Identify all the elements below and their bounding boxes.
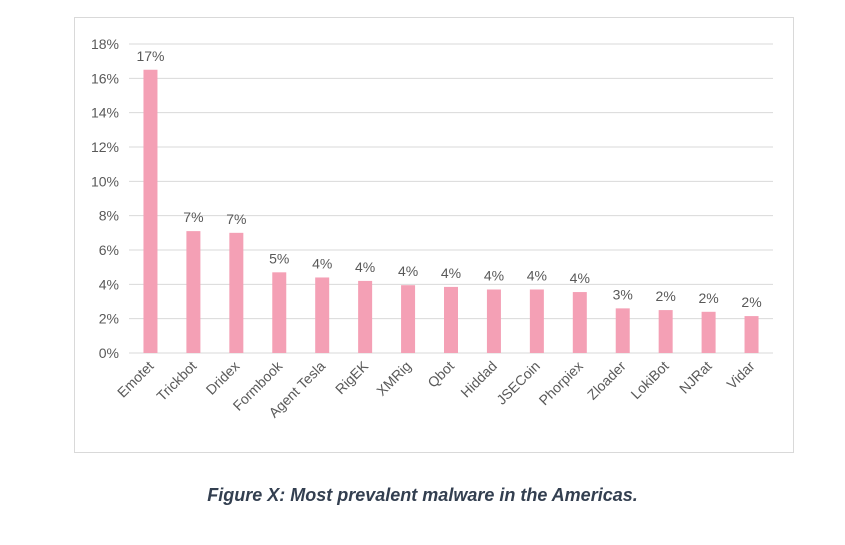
chart-frame: 0% 2% 4% 6% 8% 10% 12% 14% 16% 18% 17% Emotet 7% Tric… — [74, 17, 794, 453]
y-tick-label: 16% — [91, 70, 119, 86]
bar-chart: 0% 2% 4% 6% 8% 10% 12% 14% 16% 18% 17% Emotet 7% Tric… — [91, 36, 773, 421]
data-label: 4% — [527, 267, 547, 283]
bar-zloader — [615, 308, 630, 353]
data-label: 5% — [269, 250, 289, 266]
x-tick-label: Phorpiex — [536, 358, 586, 408]
bar-formbook — [272, 272, 287, 353]
bar-dridex — [229, 232, 244, 353]
data-label: 2% — [656, 288, 676, 304]
y-tick-label: 4% — [99, 276, 119, 292]
x-tick-label: XMRig — [373, 358, 414, 399]
y-tick-label: 6% — [99, 242, 119, 258]
x-tick-label: RigEK — [332, 357, 372, 397]
data-label: 4% — [570, 270, 590, 286]
bar-rigek — [358, 280, 373, 353]
y-tick-label: 18% — [91, 36, 119, 52]
y-tick-label: 14% — [91, 105, 119, 121]
bar-njrat — [701, 311, 716, 353]
x-tick-label: Qbot — [424, 358, 457, 391]
x-tick-label: Emotet — [114, 358, 157, 401]
data-label: 4% — [441, 265, 461, 281]
x-tick-label: Zloader — [584, 358, 629, 403]
x-tick-label: Hiddad — [457, 358, 500, 401]
data-label: 7% — [226, 211, 246, 227]
bar-phorpiex — [572, 292, 587, 353]
y-tick-label: 8% — [99, 208, 119, 224]
data-label: 2% — [698, 290, 718, 306]
x-tick-label: Dridex — [203, 358, 243, 398]
data-label: 4% — [312, 255, 332, 271]
data-label: 17% — [136, 48, 164, 64]
x-tick-label: Trickbot — [153, 358, 199, 404]
bar-vidar — [744, 316, 759, 353]
data-label: 4% — [484, 267, 504, 283]
data-label: 4% — [355, 259, 375, 275]
bar-trickbot — [186, 231, 201, 353]
y-tick-label: 10% — [91, 173, 119, 189]
data-label: 4% — [398, 263, 418, 279]
bar-emotet — [143, 69, 158, 353]
x-tick-label: LokiBot — [627, 358, 671, 402]
data-label: 2% — [741, 294, 761, 310]
y-tick-label: 2% — [99, 311, 119, 327]
x-tick-label: NJRat — [676, 358, 715, 397]
bar-qbot — [444, 286, 458, 353]
bar-hiddad — [486, 289, 501, 353]
bar-agent-tesla — [315, 277, 330, 353]
bar-lokibot — [658, 310, 673, 353]
data-label: 3% — [613, 286, 633, 302]
x-tick-label: JSECoin — [493, 358, 543, 408]
data-label: 7% — [183, 209, 203, 225]
figure-caption: Figure X: Most prevalent malware in the … — [207, 485, 638, 505]
bar-xmrig — [401, 285, 416, 353]
y-tick-label: 0% — [99, 345, 119, 361]
y-tick-label: 12% — [91, 139, 119, 155]
bar-jsecoin — [529, 289, 544, 353]
x-tick-label: Vidar — [723, 358, 757, 392]
